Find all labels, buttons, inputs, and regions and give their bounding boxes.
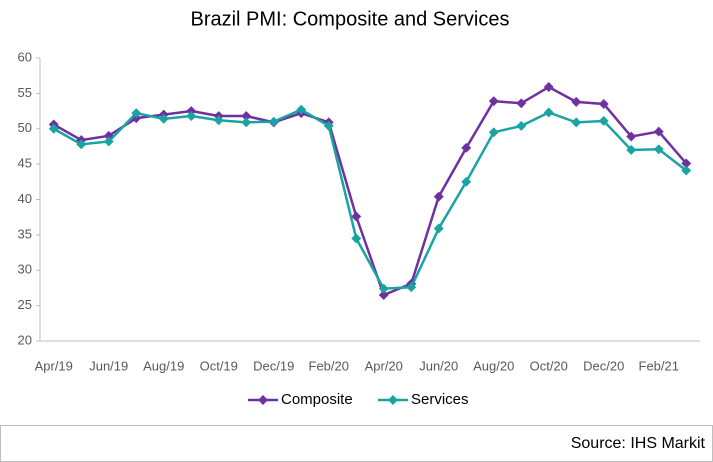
series-marker: [626, 131, 637, 142]
source-note: Source: IHS Markit: [571, 435, 706, 452]
series-marker: [681, 158, 692, 169]
series-marker: [406, 282, 417, 293]
series-marker: [186, 111, 197, 121]
y-tick-label: 20: [18, 332, 32, 347]
legend-marker: [388, 395, 398, 405]
x-tick-label: Aug/20: [473, 358, 514, 373]
series-marker: [351, 211, 362, 222]
x-tick-label: Feb/21: [639, 358, 679, 373]
y-tick-label: 35: [18, 226, 32, 241]
series-marker: [516, 120, 527, 131]
series-marker: [598, 99, 609, 109]
y-tick-label: 55: [18, 85, 32, 100]
y-tick-label: 45: [18, 156, 32, 171]
series-line: [53, 108, 688, 290]
series-marker: [626, 145, 637, 155]
series-marker: [653, 126, 664, 137]
series-marker: [543, 82, 554, 92]
y-tick-label: 50: [18, 120, 32, 135]
series-marker: [48, 123, 59, 134]
x-tick-label: Apr/20: [365, 358, 403, 373]
y-tick-label: 60: [18, 49, 32, 64]
y-tick-label: 30: [18, 262, 32, 277]
series-marker: [103, 136, 114, 147]
x-tick-label: Jun/20: [419, 358, 458, 373]
x-tick-label: Aug/19: [143, 358, 184, 373]
series-marker: [241, 111, 252, 121]
x-tick-label: Jun/19: [89, 358, 128, 373]
x-tick-label: Oct/20: [530, 358, 568, 373]
chart-title: Brazil PMI: Composite and Services: [190, 8, 509, 30]
series-marker: [433, 223, 444, 234]
series-marker: [543, 107, 554, 118]
series-marker: [158, 113, 169, 124]
legend-marker: [258, 395, 268, 405]
series-marker: [681, 165, 692, 176]
x-tick-label: Feb/20: [309, 358, 349, 373]
series-marker: [378, 290, 389, 300]
series-marker: [241, 117, 252, 128]
legend-label: Composite: [281, 391, 353, 408]
y-tick-label: 25: [18, 297, 32, 312]
series-marker: [598, 116, 609, 126]
series-marker: [516, 98, 527, 109]
y-tick-label: 40: [18, 191, 32, 206]
series-marker: [653, 144, 664, 155]
series-marker: [571, 96, 582, 107]
series-marker: [433, 191, 444, 202]
series-marker: [351, 233, 362, 244]
x-tick-label: Oct/19: [200, 358, 238, 373]
series-marker: [213, 115, 224, 126]
series-marker: [571, 117, 582, 128]
x-tick-label: Apr/19: [35, 358, 73, 373]
series-marker: [186, 106, 197, 117]
series-marker: [131, 108, 142, 119]
series-marker: [268, 116, 279, 127]
series-marker: [461, 142, 472, 153]
series-marker: [76, 139, 87, 150]
x-tick-label: Dec/19: [253, 358, 294, 373]
series-marker: [488, 127, 499, 138]
series-marker: [378, 283, 389, 294]
x-tick-label: Dec/20: [583, 358, 624, 373]
series-marker: [461, 176, 472, 187]
legend-label: Services: [411, 391, 469, 408]
